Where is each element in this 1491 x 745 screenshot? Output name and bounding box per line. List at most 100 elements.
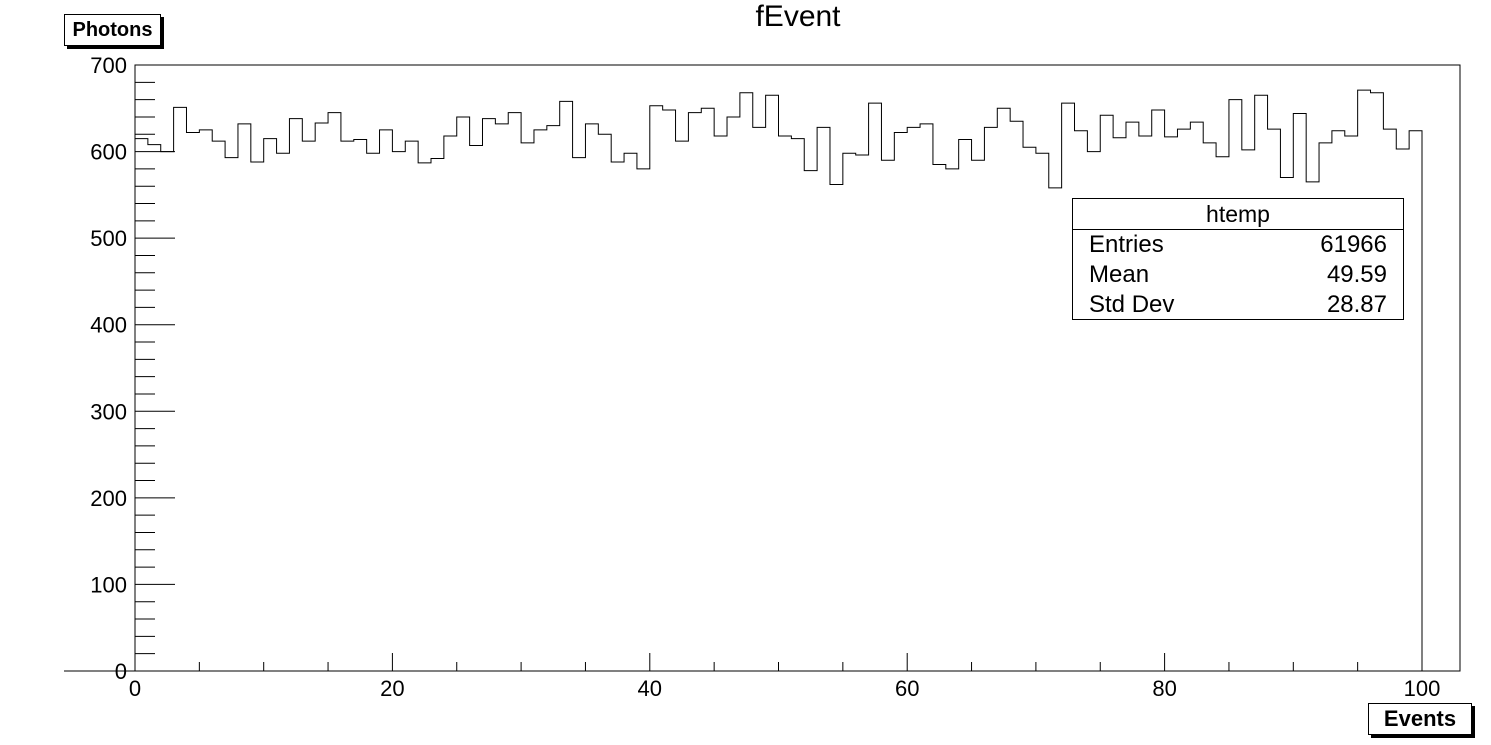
- histogram-bin: [766, 95, 779, 671]
- y-tick-label: 200: [90, 486, 127, 511]
- histogram-bin: [714, 136, 727, 671]
- histogram-bin: [508, 113, 521, 671]
- histogram-bin: [688, 113, 701, 671]
- x-axis: 0 20 40 60 80 100: [129, 653, 1440, 701]
- histogram-bins: [135, 90, 1422, 671]
- histogram-bin: [1229, 100, 1242, 671]
- x-tick-label: 100: [1404, 676, 1441, 701]
- histogram-bin: [1049, 188, 1062, 671]
- stats-box: htemp Entries 61966 Mean 49.59 Std Dev 2…: [1072, 198, 1404, 320]
- histogram-bin: [251, 162, 264, 671]
- histogram-bin: [637, 169, 650, 671]
- histogram-bin: [354, 139, 367, 671]
- x-tick-label: 80: [1152, 676, 1176, 701]
- histogram-bin: [1023, 147, 1036, 671]
- stats-value: 61966: [1320, 231, 1387, 258]
- y-tick-label: 700: [90, 53, 127, 78]
- stats-row-stddev: Std Dev 28.87: [1073, 290, 1403, 320]
- histogram-bin: [328, 113, 341, 671]
- histogram-bin: [174, 107, 187, 671]
- y-tick-label: 300: [90, 399, 127, 424]
- histogram-bin: [315, 123, 328, 671]
- histogram-bin: [470, 146, 483, 671]
- stats-value: 49.59: [1326, 261, 1387, 288]
- histogram-bin: [1358, 90, 1371, 671]
- histogram-bin: [1036, 153, 1049, 671]
- histogram-bin: [457, 117, 470, 671]
- histogram-bin: [392, 152, 405, 671]
- histogram-bin: [663, 110, 676, 671]
- histogram-bin: [341, 141, 354, 671]
- histogram-bin: [444, 136, 457, 671]
- histogram-bin: [843, 153, 856, 671]
- histogram-bin: [779, 136, 792, 671]
- histogram-bin: [624, 153, 637, 671]
- histogram-bin: [431, 158, 444, 671]
- histogram-bin: [972, 160, 985, 671]
- histogram-bin: [856, 155, 869, 671]
- histogram-bin: [1010, 121, 1023, 671]
- histogram-bin: [1062, 103, 1075, 671]
- x-axis-label: Events: [1368, 703, 1472, 735]
- histogram-bin: [1409, 131, 1422, 671]
- stats-value: 28.87: [1326, 291, 1387, 318]
- stats-label: Mean: [1089, 261, 1150, 288]
- stats-label: Entries: [1089, 231, 1164, 258]
- histogram-bin: [418, 163, 431, 671]
- histogram-bin: [264, 139, 277, 671]
- x-tick-label: 20: [380, 676, 404, 701]
- histogram-bin: [727, 117, 740, 671]
- y-tick-label: 500: [90, 226, 127, 251]
- histogram-bin: [560, 101, 573, 671]
- histogram-bin: [997, 108, 1010, 671]
- histogram-bin: [1152, 110, 1165, 671]
- histogram-bin: [380, 130, 393, 671]
- y-axis-label: Photons: [64, 14, 161, 46]
- histogram-bin: [302, 141, 315, 671]
- histogram-bin: [1371, 93, 1384, 671]
- histogram-bin: [225, 158, 238, 671]
- histogram-bin: [611, 162, 624, 671]
- histogram-bin: [791, 139, 804, 671]
- histogram-bin: [534, 130, 547, 671]
- y-tick-label: 400: [90, 313, 127, 338]
- histogram-bin: [598, 134, 611, 671]
- y-tick-label: 100: [90, 572, 127, 597]
- histogram-bin: [238, 124, 251, 671]
- x-tick-label: 60: [895, 676, 919, 701]
- stats-row-entries: Entries 61966: [1073, 230, 1403, 260]
- histogram-bin: [585, 124, 598, 671]
- histogram-bin: [907, 127, 920, 671]
- histogram-bin: [148, 145, 161, 671]
- histogram-bin: [701, 108, 714, 671]
- histogram-bin: [186, 133, 199, 671]
- plot-frame: [134, 64, 1461, 672]
- histogram-outline: [134, 89, 1423, 671]
- y-tick-label: 600: [90, 140, 127, 165]
- stats-title: htemp: [1073, 199, 1403, 230]
- histogram-bin: [830, 184, 843, 671]
- histogram-bin: [495, 124, 508, 671]
- histogram-bin: [869, 103, 882, 671]
- histogram-bin: [212, 141, 225, 671]
- histogram-bin: [740, 93, 753, 671]
- histogram-bin: [573, 158, 586, 671]
- histogram-bin: [135, 139, 148, 671]
- histogram-bin: [547, 126, 560, 671]
- histogram-bin: [482, 119, 495, 671]
- histogram-bin: [277, 153, 290, 671]
- histogram-bin: [289, 119, 302, 671]
- x-tick-label: 0: [129, 676, 141, 701]
- histogram-bin: [946, 169, 959, 671]
- histogram-bin: [753, 127, 766, 671]
- stats-row-mean: Mean 49.59: [1073, 260, 1403, 290]
- histogram-bin: [817, 127, 830, 671]
- histogram-bin: [405, 141, 418, 671]
- histogram-bin: [894, 133, 907, 671]
- histogram-bin: [521, 143, 534, 671]
- histogram-bin: [984, 127, 997, 671]
- stats-label: Std Dev: [1089, 291, 1175, 318]
- histogram-bin: [1255, 95, 1268, 671]
- x-tick-label: 40: [638, 676, 662, 701]
